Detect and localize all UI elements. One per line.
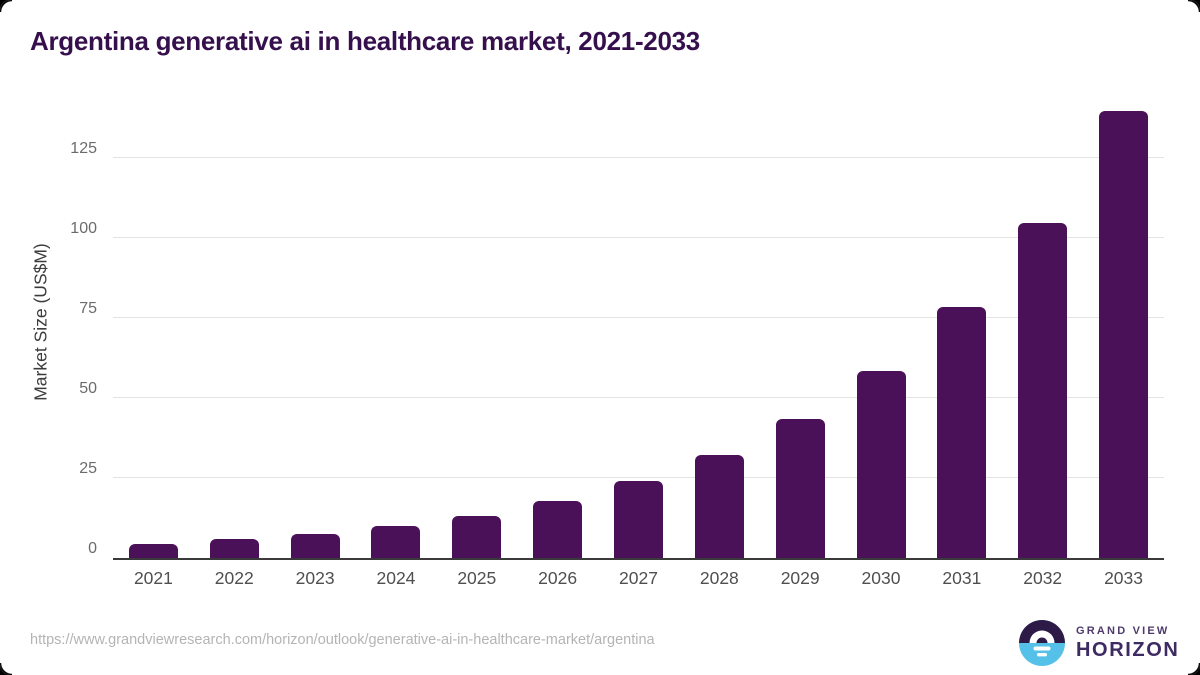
bar-2030[interactable] bbox=[856, 370, 906, 558]
bar-slot bbox=[356, 98, 437, 558]
y-tick-label: 50 bbox=[79, 380, 97, 397]
y-axis-label: Market Size (US$M) bbox=[30, 243, 51, 401]
brand-logo: GRAND VIEW HORIZON bbox=[1019, 620, 1179, 666]
bar-slot bbox=[760, 98, 841, 558]
bar-slot bbox=[113, 98, 194, 558]
bar-2022[interactable] bbox=[209, 538, 259, 558]
brand-text: GRAND VIEW HORIZON bbox=[1076, 625, 1179, 662]
window-corner-artifact bbox=[1188, 0, 1200, 12]
bar-2032[interactable] bbox=[1018, 222, 1068, 558]
x-tick-label: 2027 bbox=[619, 568, 658, 588]
bar-slot bbox=[1083, 98, 1164, 558]
window-corner-artifact bbox=[0, 663, 12, 675]
bar-2031[interactable] bbox=[937, 307, 987, 558]
source-url: https://www.grandviewresearch.com/horizo… bbox=[30, 632, 655, 648]
y-tick-label: 0 bbox=[88, 540, 97, 557]
brand-name-bottom: HORIZON bbox=[1076, 638, 1180, 661]
y-tick-label: 25 bbox=[79, 460, 97, 477]
bar-2021[interactable] bbox=[128, 543, 178, 558]
window-corner-artifact bbox=[0, 0, 12, 12]
window-corner-artifact bbox=[1188, 663, 1200, 675]
x-tick-label: 2026 bbox=[538, 568, 578, 588]
x-tick-label: 2028 bbox=[699, 568, 739, 588]
x-tick-label: 2031 bbox=[942, 568, 982, 588]
gridline bbox=[113, 317, 1164, 318]
bar-2025[interactable] bbox=[452, 515, 502, 558]
y-tick-label: 125 bbox=[70, 140, 97, 157]
bar-slot bbox=[679, 98, 760, 558]
bar-slot bbox=[517, 98, 598, 558]
chart-title: Argentina generative ai in healthcare ma… bbox=[30, 26, 700, 56]
gridline bbox=[113, 237, 1164, 238]
x-tick-label: 2022 bbox=[214, 568, 254, 588]
x-tick-label: 2021 bbox=[133, 568, 173, 588]
x-axis-labels: 2021 2022 2023 2024 2025 2026 2027 2028 2029 2030… bbox=[113, 568, 1164, 589]
bar-2033[interactable] bbox=[1099, 110, 1149, 558]
x-tick-label: 2033 bbox=[1104, 568, 1144, 588]
brand-name-top: GRAND VIEW bbox=[1076, 624, 1170, 637]
gridline bbox=[113, 477, 1164, 478]
bar-slot bbox=[1002, 98, 1083, 558]
bar-2024[interactable] bbox=[371, 525, 421, 558]
x-tick-label: 2024 bbox=[376, 568, 416, 588]
plot-area: 0 25 50 75 100 125 bbox=[70, 98, 1164, 560]
gridline bbox=[113, 157, 1164, 158]
x-tick-label: 2025 bbox=[457, 568, 497, 588]
bar-2029[interactable] bbox=[775, 418, 825, 558]
bar-slot bbox=[598, 98, 679, 558]
bar-2023[interactable] bbox=[290, 533, 340, 558]
bar-2026[interactable] bbox=[533, 500, 583, 558]
x-tick-label: 2029 bbox=[780, 568, 820, 588]
x-tick-label: 2030 bbox=[861, 568, 901, 588]
bar-2028[interactable] bbox=[694, 454, 744, 558]
bar-slot bbox=[194, 98, 275, 558]
bar-slot bbox=[841, 98, 922, 558]
x-tick-label: 2032 bbox=[1023, 568, 1063, 588]
x-tick-label: 2023 bbox=[295, 568, 335, 588]
bar-2027[interactable] bbox=[613, 480, 663, 558]
gridline bbox=[113, 397, 1164, 398]
y-tick-label: 75 bbox=[79, 300, 97, 317]
y-tick-label: 100 bbox=[70, 220, 97, 237]
horizon-logo-icon bbox=[1019, 620, 1065, 666]
bar-slot bbox=[921, 98, 1002, 558]
bar-slot bbox=[275, 98, 356, 558]
bar-slot bbox=[436, 98, 517, 558]
